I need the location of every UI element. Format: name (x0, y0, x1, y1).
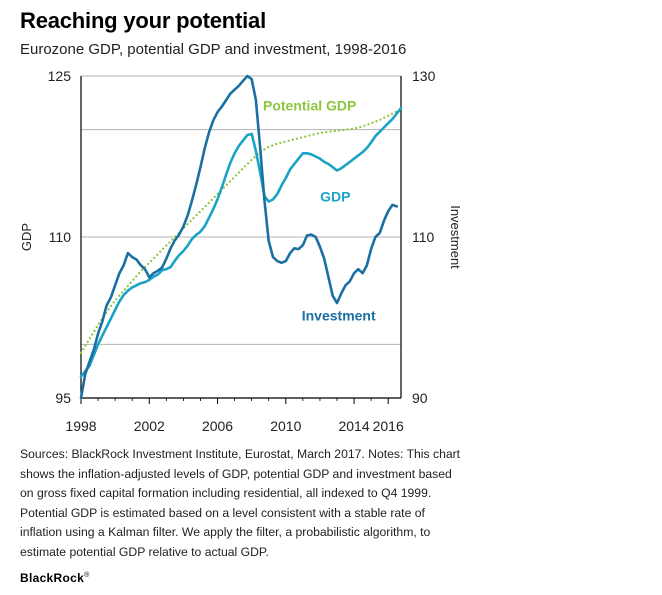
x-tick-label: 2014 (338, 418, 369, 434)
investment-line (79, 74, 399, 400)
y-tick-label-right: 90 (412, 390, 428, 406)
y-tick-label-left: 125 (48, 68, 72, 84)
brand-name: BlackRock (20, 571, 85, 585)
brand-logo: BlackRock® (20, 571, 90, 585)
gdp-line (79, 106, 403, 378)
potential-gdp-label: Potential GDP (263, 97, 356, 113)
chart-title: Reaching your potential (20, 8, 266, 33)
gdp-label: GDP (320, 189, 350, 205)
x-tick-label: 2016 (373, 418, 404, 434)
x-tick-label: 2010 (270, 418, 301, 434)
y-axis-title-right: Investment (448, 205, 463, 269)
y-tick-label-left: 95 (55, 390, 71, 406)
y-tick-label-right: 130 (412, 68, 436, 84)
y-axis-title-left: GDP (19, 223, 34, 251)
x-tick-label: 1998 (65, 418, 96, 434)
potential-gdp-line (79, 110, 398, 354)
x-tick-label: 2002 (134, 418, 165, 434)
y-tick-label-left: 110 (49, 229, 72, 245)
source-notes: Sources: BlackRock Investment Institute,… (20, 447, 461, 559)
x-tick-label: 2006 (202, 418, 233, 434)
y-tick-label-right: 110 (412, 229, 435, 245)
chart-area: 95 110 125 90 110 130 1998 2002 2006 2010 2014 2016… (19, 68, 463, 434)
chart-subtitle: Eurozone GDP, potential GDP and investme… (20, 41, 407, 58)
brand-mark: ® (84, 572, 90, 579)
investment-label: Investment (302, 308, 376, 324)
